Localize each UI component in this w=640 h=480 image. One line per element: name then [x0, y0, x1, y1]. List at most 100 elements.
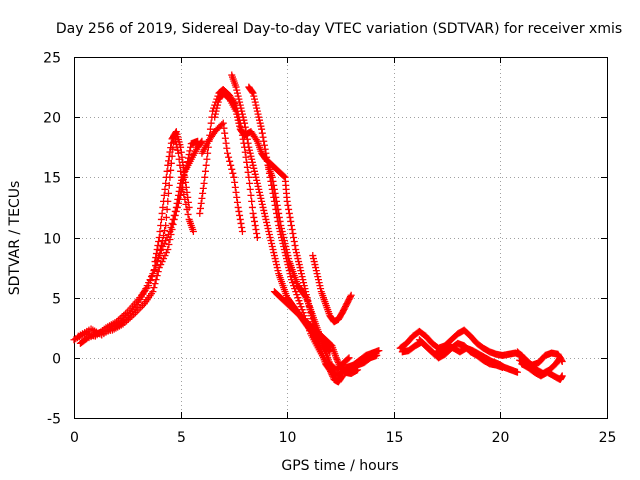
data-point-marker	[278, 224, 286, 232]
data-point-marker	[325, 347, 333, 355]
data-point-marker	[255, 188, 263, 196]
data-point-marker	[153, 272, 161, 280]
data-point-marker	[249, 209, 257, 217]
data-point-marker	[285, 205, 293, 213]
data-point-marker	[285, 209, 293, 217]
y-tick-label: -5	[47, 412, 61, 428]
data-point-marker	[246, 185, 254, 193]
data-point-marker	[236, 215, 244, 223]
data-point-marker	[299, 276, 307, 284]
data-point-marker	[160, 255, 168, 263]
data-point-marker	[163, 205, 171, 213]
y-axis-label: SDTVAR / TECUs	[7, 181, 23, 296]
data-point-marker	[245, 173, 253, 181]
data-point-marker	[174, 199, 182, 207]
data-point-marker	[202, 161, 210, 169]
data-point-marker	[221, 129, 229, 137]
data-point-marker	[152, 254, 160, 262]
data-point-marker	[229, 169, 237, 177]
data-point-marker	[235, 207, 243, 215]
data-point-marker	[252, 136, 260, 144]
data-point-marker	[283, 249, 291, 257]
data-point-marker	[226, 157, 234, 165]
data-point-marker	[212, 107, 220, 115]
data-point-marker	[220, 124, 228, 132]
data-point-marker	[239, 113, 247, 121]
data-point-marker	[201, 167, 209, 175]
data-point-marker	[172, 129, 180, 137]
data-point-marker	[271, 255, 279, 263]
data-point-marker	[264, 224, 272, 232]
data-point-marker	[184, 198, 192, 206]
data-point-marker	[279, 230, 287, 238]
data-point-marker	[168, 219, 176, 227]
data-point-marker	[180, 168, 188, 176]
data-point-marker	[258, 125, 266, 133]
data-point-marker	[263, 218, 271, 226]
data-point-marker	[198, 137, 206, 145]
data-point-marker	[251, 167, 259, 175]
data-point-marker	[176, 195, 184, 203]
data-point-marker	[155, 264, 163, 272]
series-track-8	[228, 71, 347, 386]
data-point-marker	[160, 191, 168, 199]
data-point-marker	[147, 273, 155, 281]
data-point-marker	[248, 197, 256, 205]
data-point-marker	[232, 83, 240, 91]
data-point-marker	[272, 258, 280, 266]
data-point-marker	[206, 125, 214, 133]
data-point-marker	[289, 229, 297, 237]
data-point-marker	[224, 149, 232, 157]
data-point-marker	[558, 357, 566, 365]
data-point-marker	[310, 258, 318, 266]
data-point-marker	[164, 246, 172, 254]
data-point-marker	[221, 134, 229, 142]
data-point-marker	[346, 293, 354, 301]
data-point-marker	[251, 170, 259, 178]
data-point-marker	[153, 246, 161, 254]
data-point-marker	[183, 188, 191, 196]
data-point-marker	[232, 188, 240, 196]
data-point-marker	[262, 215, 270, 223]
x-tick-label: 20	[492, 430, 510, 446]
data-point-marker	[214, 98, 222, 106]
y-tick-label: 20	[43, 111, 61, 127]
data-point-marker	[248, 88, 256, 96]
data-point-marker	[182, 178, 190, 186]
data-point-marker	[275, 209, 283, 217]
data-point-marker	[558, 372, 566, 380]
data-point-marker	[265, 227, 273, 235]
data-point-marker	[247, 152, 255, 160]
data-point-marker	[184, 210, 192, 218]
data-point-marker	[283, 197, 291, 205]
data-point-marker	[159, 243, 167, 251]
data-point-marker	[252, 225, 260, 233]
data-point-marker	[238, 227, 246, 235]
data-point-marker	[152, 250, 160, 258]
data-point-marker	[260, 206, 268, 214]
data-point-marker	[257, 194, 265, 202]
data-point-marker	[281, 240, 289, 248]
data-point-marker	[332, 354, 340, 362]
data-point-marker	[140, 288, 148, 296]
data-point-marker	[200, 179, 208, 187]
data-point-marker	[269, 177, 277, 185]
series-track-5	[196, 85, 261, 241]
data-point-marker	[258, 129, 266, 137]
data-point-marker	[312, 267, 320, 275]
data-point-marker	[199, 189, 207, 197]
data-point-marker	[270, 185, 278, 193]
data-point-marker	[179, 158, 187, 166]
data-point-marker	[181, 173, 189, 181]
data-point-marker	[177, 148, 185, 156]
data-point-marker	[255, 185, 263, 193]
data-point-marker	[198, 194, 206, 202]
data-point-marker	[228, 165, 236, 173]
data-point-marker	[269, 246, 277, 254]
data-point-marker	[272, 193, 280, 201]
data-point-marker	[227, 161, 235, 169]
data-point-marker	[152, 276, 160, 284]
series-track-13	[337, 347, 383, 374]
data-point-marker	[299, 309, 307, 317]
series-track-10	[264, 161, 334, 356]
